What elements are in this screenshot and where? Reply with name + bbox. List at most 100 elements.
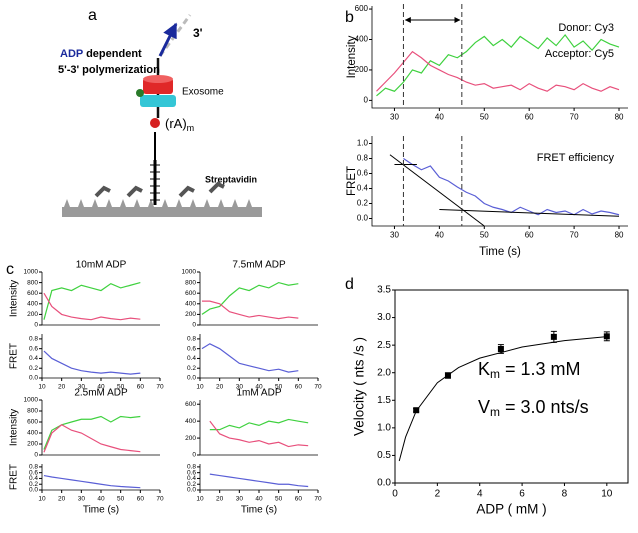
y-axis-label: Intensity <box>346 35 358 78</box>
plot-frame <box>394 289 629 484</box>
y-tick-label: 200 <box>27 311 38 318</box>
x-axis-label: ADP ( mM ) <box>476 502 546 517</box>
x-tick-label: 60 <box>137 383 145 390</box>
axes <box>199 334 318 379</box>
y-tick-label: 0.8 <box>29 336 38 343</box>
y-tick-label: 0.6 <box>29 345 38 352</box>
y-tick-label: 0.6 <box>187 469 196 476</box>
y-tick-label: 0.8 <box>357 154 369 163</box>
point <box>444 372 451 379</box>
y-tick-label: 400 <box>185 301 196 308</box>
axes <box>199 272 318 326</box>
x-tick-label: 20 <box>58 383 66 390</box>
y-axis-label: FRET <box>9 464 20 490</box>
y-tick-label: 1000 <box>182 269 197 276</box>
plot-area <box>376 33 620 97</box>
y-tick-label: 400 <box>27 430 38 437</box>
x-tick-label: 70 <box>314 383 322 390</box>
y-tick-label: 0 <box>192 322 196 329</box>
x-tick-label: 60 <box>525 113 534 122</box>
x-tick-label: 70 <box>570 113 579 122</box>
plot-area <box>201 343 299 373</box>
x-tick-label: 60 <box>295 495 303 502</box>
y-tick-label: 0.6 <box>187 345 196 352</box>
main: V <box>478 397 490 417</box>
x-tick-label: 10 <box>196 383 204 390</box>
point <box>413 407 420 414</box>
y-axis-label: FRET <box>9 343 20 369</box>
x-tick-label: 40 <box>435 113 444 122</box>
diagram: 3' ADP dependent 5'-3' polymerization Ex… <box>58 14 262 217</box>
y-tick-label: 0.0 <box>29 487 38 494</box>
rest: = 3.0 nts/s <box>500 397 589 417</box>
plot-area <box>43 350 141 375</box>
y-tick-label: 0.8 <box>187 464 196 471</box>
series-line <box>376 50 620 92</box>
y-tick-label: 1000 <box>24 397 39 404</box>
label-dot <box>150 118 160 128</box>
strand-label: (rA)m <box>165 116 194 133</box>
series-line <box>43 282 141 320</box>
chart-title: 2.5mM ADP <box>74 388 128 399</box>
y-tick-label: 200 <box>185 435 196 442</box>
y-tick-label: 1000 <box>24 269 39 276</box>
x-tick-label: 10 <box>38 383 46 390</box>
x-tick-label: 50 <box>480 113 489 122</box>
plot-area <box>43 415 141 453</box>
y-tick-label: 400 <box>355 35 369 44</box>
x-tick-label: 40 <box>435 231 444 240</box>
annotation: Vm = 3.0 nts/s <box>478 397 589 419</box>
y-tick-label: 200 <box>355 65 369 74</box>
x-tick-label: 2 <box>435 489 441 500</box>
plot-area <box>209 473 309 488</box>
x-tick-label: 20 <box>58 495 66 502</box>
x-tick-label: 60 <box>137 495 145 502</box>
x-axis-label: Time (s) <box>241 505 277 516</box>
plot-area <box>389 154 620 226</box>
exosome-top <box>143 75 173 83</box>
plot-area <box>201 281 299 320</box>
x-tick-label: 0 <box>392 489 398 500</box>
x-tick-label: 40 <box>255 383 263 390</box>
y-tick-label: 0.4 <box>29 475 38 482</box>
y-tick-label: 800 <box>185 279 196 286</box>
series-line <box>403 158 620 216</box>
x-tick-label: 80 <box>615 231 624 240</box>
y-tick-label: 600 <box>27 290 38 297</box>
y-tick-label: 2.0 <box>377 367 391 378</box>
y-tick-label: 0.2 <box>29 481 38 488</box>
y-axis-label: Intensity <box>9 280 20 317</box>
y-tick-label: 800 <box>27 408 38 415</box>
x-tick-label: 70 <box>156 383 164 390</box>
x-tick-label: 10 <box>38 495 46 502</box>
y-tick-label: 0.5 <box>377 450 391 461</box>
x-tick-label: 30 <box>390 113 399 122</box>
y-axis-label: Velocity ( nts /s ) <box>352 337 367 436</box>
x-tick-label: 10 <box>601 489 613 500</box>
chart-title: 1mM ADP <box>236 388 281 399</box>
series-line <box>43 474 141 489</box>
y-tick-label: 400 <box>27 301 38 308</box>
x-tick-label: 50 <box>275 383 283 390</box>
axes <box>371 6 628 109</box>
y-tick-label: 800 <box>27 279 38 286</box>
y-tick-label: 200 <box>27 441 38 448</box>
series-line <box>43 424 141 453</box>
y-tick-label: 1.0 <box>377 422 391 433</box>
x-tick-label: 20 <box>216 383 224 390</box>
panel-label: a <box>88 7 97 24</box>
series-line <box>209 420 309 448</box>
rest: = 1.3 mM <box>500 359 581 379</box>
y-tick-label: 600 <box>185 290 196 297</box>
main: K <box>478 359 490 379</box>
y-tick-label: 3.0 <box>377 312 391 323</box>
y-tick-label: 0 <box>34 452 38 459</box>
sub: m <box>490 405 500 419</box>
axes <box>41 464 160 491</box>
y-tick-label: 0.2 <box>187 365 196 372</box>
y-tick-label: 0.2 <box>29 365 38 372</box>
ladder <box>150 164 160 201</box>
y-tick-label: 0.0 <box>377 478 391 489</box>
y-tick-label: 0.0 <box>187 375 196 382</box>
